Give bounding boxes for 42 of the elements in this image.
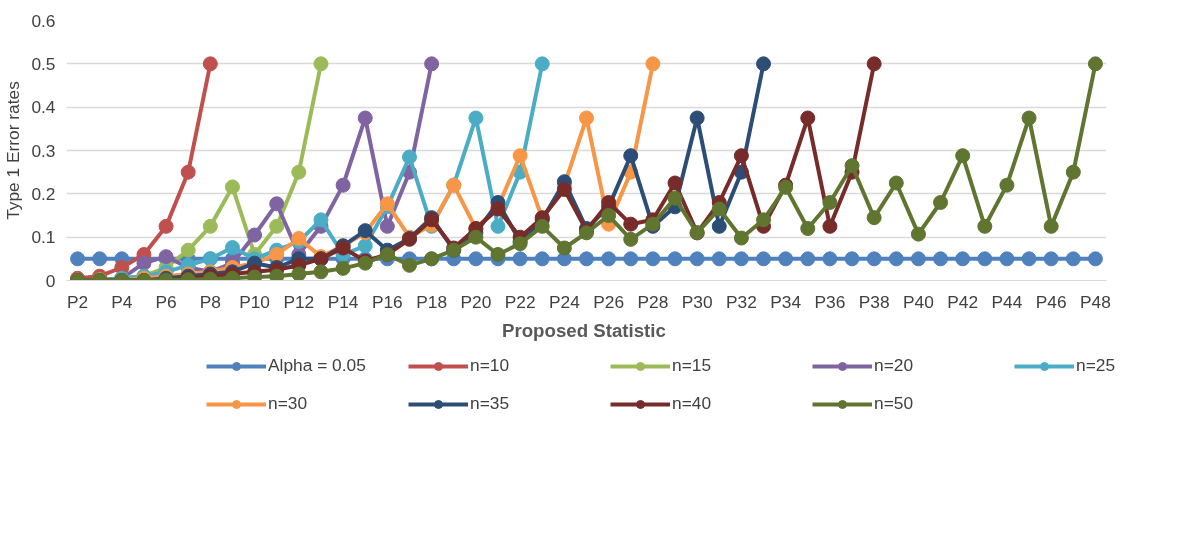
x-tick-label: P42 [947,291,979,312]
legend-label: n=30 [268,393,309,414]
x-tick-label: P38 [858,291,890,312]
x-tick-label: P40 [903,291,934,312]
x-tick-label: P24 [548,291,581,312]
x-tick-label: P30 [681,291,713,312]
y-tick-label: 0.6 [31,10,56,31]
legend-label: n=20 [874,355,915,376]
x-tick-label: P36 [814,291,846,312]
y-tick-label: 0.4 [31,97,56,118]
y-tick-label: 0.3 [31,140,56,161]
legend-label: n=50 [874,393,915,414]
y-tick-label: 0.1 [31,227,56,248]
legend-label: n=40 [672,393,713,414]
x-tick-label: P28 [637,291,669,312]
x-tick-label: P48 [1080,291,1111,312]
x-tick-label: P4 [111,291,133,312]
x-tick-label: P8 [199,291,221,312]
y-tick-label: 0.2 [31,183,56,204]
legend-label: n=35 [470,393,511,414]
x-tick-label: P20 [460,291,492,312]
x-tick-label: P12 [283,291,315,312]
x-tick-label: P26 [593,291,625,312]
x-tick-label: P34 [770,291,802,312]
x-tick-label: P2 [66,291,89,312]
x-tick-label: P10 [239,291,271,312]
y-axis-title: Type 1 Error rates [3,80,24,220]
x-tick-label: P6 [155,291,177,312]
legend-label: Alpha = 0.05 [268,355,367,376]
legend-label: n=15 [672,355,713,376]
x-tick-label: P32 [725,291,757,312]
x-tick-label: P46 [1035,291,1067,312]
x-tick-label: P18 [416,291,448,312]
legend-label: n=25 [1076,355,1117,376]
y-tick-label: 0.5 [31,53,56,74]
x-axis-title: Proposed Statistic [502,319,666,341]
legend-label: n=10 [470,355,511,376]
x-tick-label: P14 [327,291,359,312]
x-tick-label: P22 [504,291,536,312]
y-tick-label: 0 [45,270,56,291]
x-tick-label: P44 [991,291,1023,312]
x-tick-label: P16 [371,291,403,312]
